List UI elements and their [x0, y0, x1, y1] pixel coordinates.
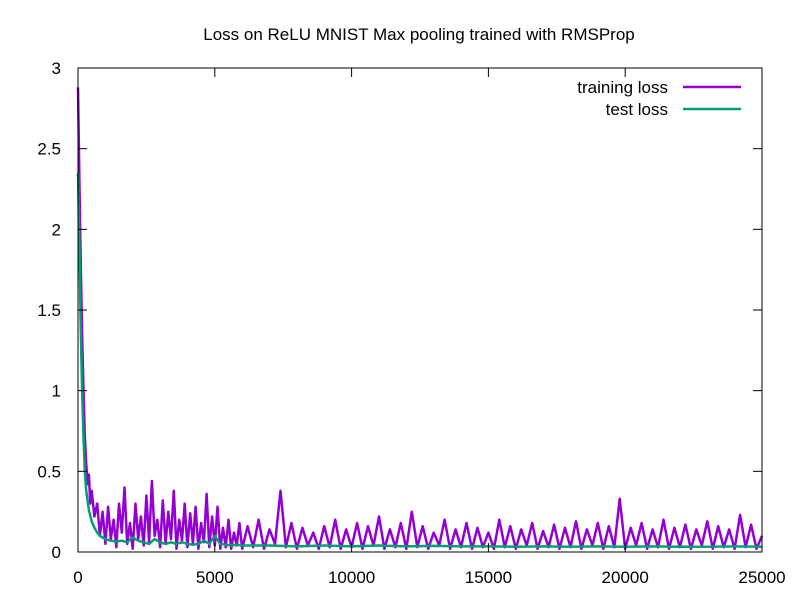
y-tick-label: 1.5 — [37, 301, 61, 320]
y-tick-label: 3 — [52, 59, 61, 78]
y-tick-label: 0.5 — [37, 462, 61, 481]
x-tick-label: 25000 — [738, 568, 785, 587]
x-tick-label: 15000 — [465, 568, 512, 587]
plot-frame — [77, 67, 763, 553]
series-group — [76, 87, 764, 551]
x-tick-label: 0 — [73, 568, 82, 587]
legend-label: test loss — [606, 100, 668, 119]
axes-group: 0 5000 10000 15000 20000 25000 0 0.5 1 1.5 2 2.5 3 — [37, 59, 785, 587]
y-tick-label: 2.5 — [37, 140, 61, 159]
chart-title: Loss on ReLU MNIST Max pooling trained w… — [203, 25, 634, 44]
x-tick-label: 10000 — [328, 568, 375, 587]
x-tick-label: 5000 — [196, 568, 234, 587]
test-loss-line — [76, 172, 763, 549]
legend-label: training loss — [577, 78, 668, 97]
y-tick-label: 2 — [52, 220, 61, 239]
y-tick-label: 1 — [52, 382, 61, 401]
training-loss-line — [76, 87, 764, 551]
y-tick-label: 0 — [52, 543, 61, 562]
legend: training loss test loss — [577, 78, 741, 119]
x-tick-label: 20000 — [602, 568, 649, 587]
